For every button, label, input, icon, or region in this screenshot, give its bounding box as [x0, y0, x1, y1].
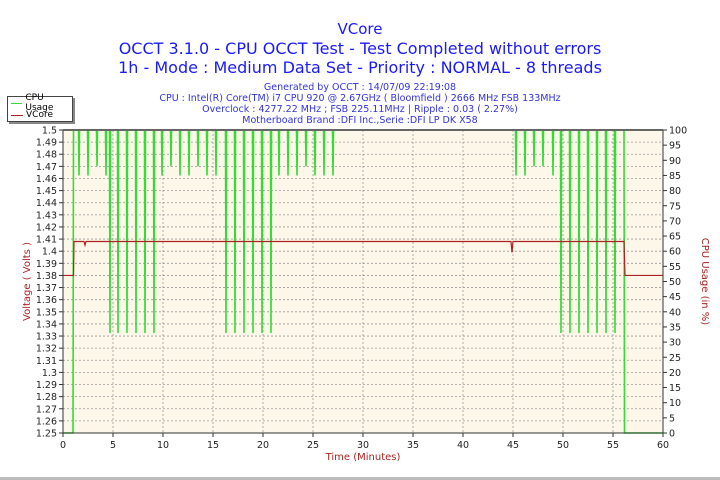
y2-tick-label: 65: [669, 232, 681, 243]
x-tick-label: 10: [157, 440, 169, 451]
legend-label: VCore: [26, 110, 53, 120]
y-tick-label: 1.25: [36, 429, 57, 440]
y2-tick-label: 40: [669, 307, 681, 318]
y-tick-label: 1.3: [42, 368, 57, 379]
legend-item-cpu-usage: CPU Usage: [8, 93, 72, 113]
series-vcore-line: [63, 240, 663, 277]
x-tick-label: 30: [357, 440, 369, 451]
y-tick-label: 1.29: [36, 380, 57, 391]
y2-tick-label: 20: [669, 368, 681, 379]
y2-axis-label: CPU Usage (in %): [699, 238, 710, 326]
y-tick-label: 1.46: [36, 174, 57, 185]
y-tick-label: 1.26: [36, 416, 57, 427]
y2-tick-label: 0: [669, 429, 675, 440]
x-axis-label: Time (Minutes): [325, 452, 401, 463]
y-tick-label: 1.44: [36, 198, 57, 209]
y-tick-label: 1.4: [42, 247, 57, 258]
y2-tick-label: 100: [669, 126, 687, 137]
y2-tick-label: 75: [669, 201, 681, 212]
y2-tick-label: 80: [669, 186, 681, 197]
x-tick-label: 55: [607, 440, 619, 451]
x-tick-label: 60: [657, 440, 669, 451]
x-tick-label: 25: [307, 440, 319, 451]
y2-tick-label: 35: [669, 322, 681, 333]
chart-title: VCore: [337, 20, 383, 38]
x-tick-label: 35: [407, 440, 419, 451]
y-tick-label: 1.42: [36, 222, 57, 233]
x-tick-label: 0: [60, 440, 66, 451]
y-tick-label: 1.36: [36, 295, 57, 306]
legend-swatch-cpu: [11, 102, 23, 104]
y2-tick-label: 15: [669, 383, 681, 394]
y-tick-label: 1.28: [36, 392, 57, 403]
y-tick-label: 1.31: [36, 356, 57, 367]
chart-subtitle-1: OCCT 3.1.0 - CPU OCCT Test - Test Comple…: [118, 39, 602, 58]
y-tick-label: 1.34: [36, 319, 57, 330]
y2-tick-label: 95: [669, 141, 681, 152]
x-tick-label: 5: [110, 440, 116, 451]
bottom-border: [0, 477, 720, 480]
info-generated: Generated by OCCT : 14/07/09 22:19:08: [263, 82, 457, 93]
info-overclock: Overclock : 4277.22 MHz ; FSB 225.11MHz …: [202, 104, 518, 115]
legend-label: CPU Usage: [25, 93, 54, 113]
y-tick-label: 1.35: [36, 307, 57, 318]
x-tick-label: 20: [257, 440, 269, 451]
y2-tick-label: 25: [669, 353, 681, 364]
y2-tick-label: 70: [669, 216, 681, 227]
info-motherboard: Motherboard Brand :DFI Inc.,Serie :DFI L…: [242, 115, 478, 126]
legend: CPU Usage VCore: [7, 93, 73, 122]
x-tick-label: 45: [507, 440, 519, 451]
y-tick-label: 1.39: [36, 259, 57, 270]
y2-tick-label: 5: [669, 413, 675, 424]
y-tick-label: 1.33: [36, 332, 57, 343]
info-cpu: CPU : Intel(R) Core(TM) i7 CPU 920 @ 2.6…: [159, 93, 561, 104]
y-tick-label: 1.45: [36, 186, 57, 197]
legend-item-vcore: VCore: [8, 109, 72, 121]
y-tick-label: 1.41: [36, 235, 57, 246]
y-tick-label: 1.37: [36, 283, 57, 294]
y2-tick-label: 30: [669, 338, 681, 349]
y-tick-label: 1.32: [36, 344, 57, 355]
y2-tick-label: 55: [669, 262, 681, 273]
x-tick-label: 15: [207, 440, 219, 451]
y-axis-label: Voltage ( Volts ): [22, 242, 33, 321]
y-tick-label: 1.5: [42, 126, 57, 137]
x-tick-label: 40: [457, 440, 469, 451]
y2-tick-label: 45: [669, 292, 681, 303]
y-tick-label: 1.43: [36, 210, 57, 221]
y-tick-label: 1.48: [36, 150, 57, 161]
y2-tick-label: 85: [669, 171, 681, 182]
y-tick-label: 1.27: [36, 404, 57, 415]
y2-tick-label: 50: [669, 277, 681, 288]
y2-tick-label: 10: [669, 398, 681, 409]
y-tick-label: 1.47: [36, 162, 57, 173]
chart-subtitle-2: 1h - Mode : Medium Data Set - Priority :…: [118, 58, 602, 77]
legend-swatch-vcore: [11, 114, 23, 116]
x-tick-label: 50: [557, 440, 569, 451]
y-tick-label: 1.38: [36, 271, 57, 282]
y-tick-label: 1.49: [36, 138, 57, 149]
y2-tick-label: 90: [669, 156, 681, 167]
y2-tick-label: 60: [669, 247, 681, 258]
